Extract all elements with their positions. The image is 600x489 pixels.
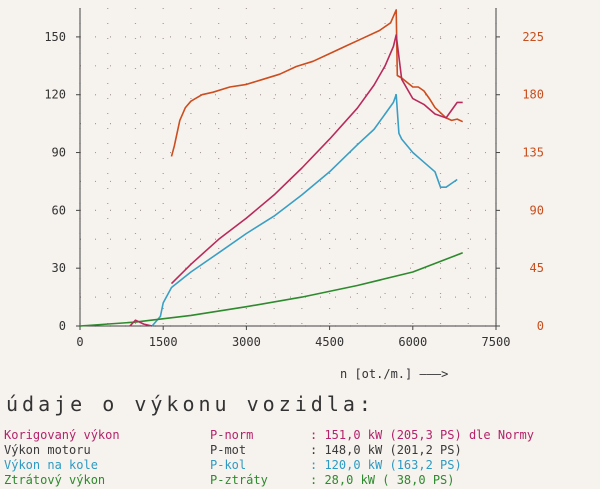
x-axis-label: n [ot./m.] ———> (340, 367, 448, 381)
row-label: Korigovaný výkon (4, 428, 120, 442)
series-line-4 (129, 319, 153, 327)
y-right-tick-label: 135 (522, 146, 544, 160)
y-right-tick-label: 225 (522, 30, 544, 44)
summary-row-p-norm: Korigovaný výkon P-norm : 151,0 kW (205,… (4, 428, 600, 443)
y-right-tick-label: 90 (530, 203, 544, 217)
row-value: : 120,0 kW (163,2 PS) (310, 458, 462, 472)
chart-grid (79, 8, 497, 327)
y-left-tick-label: 30 (52, 261, 66, 275)
y-left-tick-label: 90 (52, 146, 66, 160)
series-line-3 (79, 252, 463, 327)
x-tick-label: 7500 (482, 335, 511, 349)
row-value: : 28,0 kW ( 38,0 PS) (310, 473, 455, 487)
y-right-tick-label: 180 (522, 88, 544, 102)
row-symbol: P-ztráty (210, 473, 268, 487)
row-symbol: P-mot (210, 443, 247, 457)
y-left-tick-label: 60 (52, 203, 66, 217)
summary-row-p-kol: Výkon na kole P-kol : 120,0 kW (163,2 PS… (4, 458, 600, 473)
row-symbol: P-kol (210, 458, 247, 472)
x-tick-label: 3000 (232, 335, 261, 349)
summary-table: Korigovaný výkon P-norm : 151,0 kW (205,… (4, 428, 600, 488)
summary-row-p-ztraty: Ztrátový výkon P-ztráty : 28,0 kW ( 38,0… (4, 473, 600, 488)
x-tick-label: 6000 (398, 335, 427, 349)
y-right-tick-label: 0 (537, 319, 544, 333)
row-label: Výkon motoru (4, 443, 91, 457)
power-chart: 0 1500 3000 4500 6000 75000306090120150045901… (44, 8, 544, 381)
row-symbol: P-norm (210, 428, 254, 442)
y-left-tick-label: 0 (59, 319, 66, 333)
chart-series (79, 9, 464, 327)
series-line-2 (151, 93, 458, 327)
y-left-tick-label: 120 (44, 88, 66, 102)
row-label: Ztrátový výkon (4, 473, 106, 487)
series-line-1 (170, 34, 463, 285)
x-tick-label: 4500 (315, 335, 344, 349)
summary-row-p-mot: Výkon motoru P-mot : 148,0 kW (201,2 PS) (4, 443, 600, 458)
x-tick-label: 0 (76, 335, 83, 349)
row-value: : 148,0 kW (201,2 PS) (310, 443, 462, 457)
series-line-0 (170, 9, 464, 157)
x-tick-label: 1500 (149, 335, 178, 349)
row-value: : 151,0 kW (205,3 PS) dle Normy (310, 428, 534, 442)
chart-axes (76, 8, 500, 330)
y-right-tick-label: 45 (530, 261, 544, 275)
y-left-tick-label: 150 (44, 30, 66, 44)
row-label: Výkon na kole (4, 458, 98, 472)
chart-tick-labels: 0 1500 3000 4500 6000 75000306090120150045901… (44, 30, 544, 349)
summary-heading: údaje o výkonu vozidla: (6, 392, 375, 416)
